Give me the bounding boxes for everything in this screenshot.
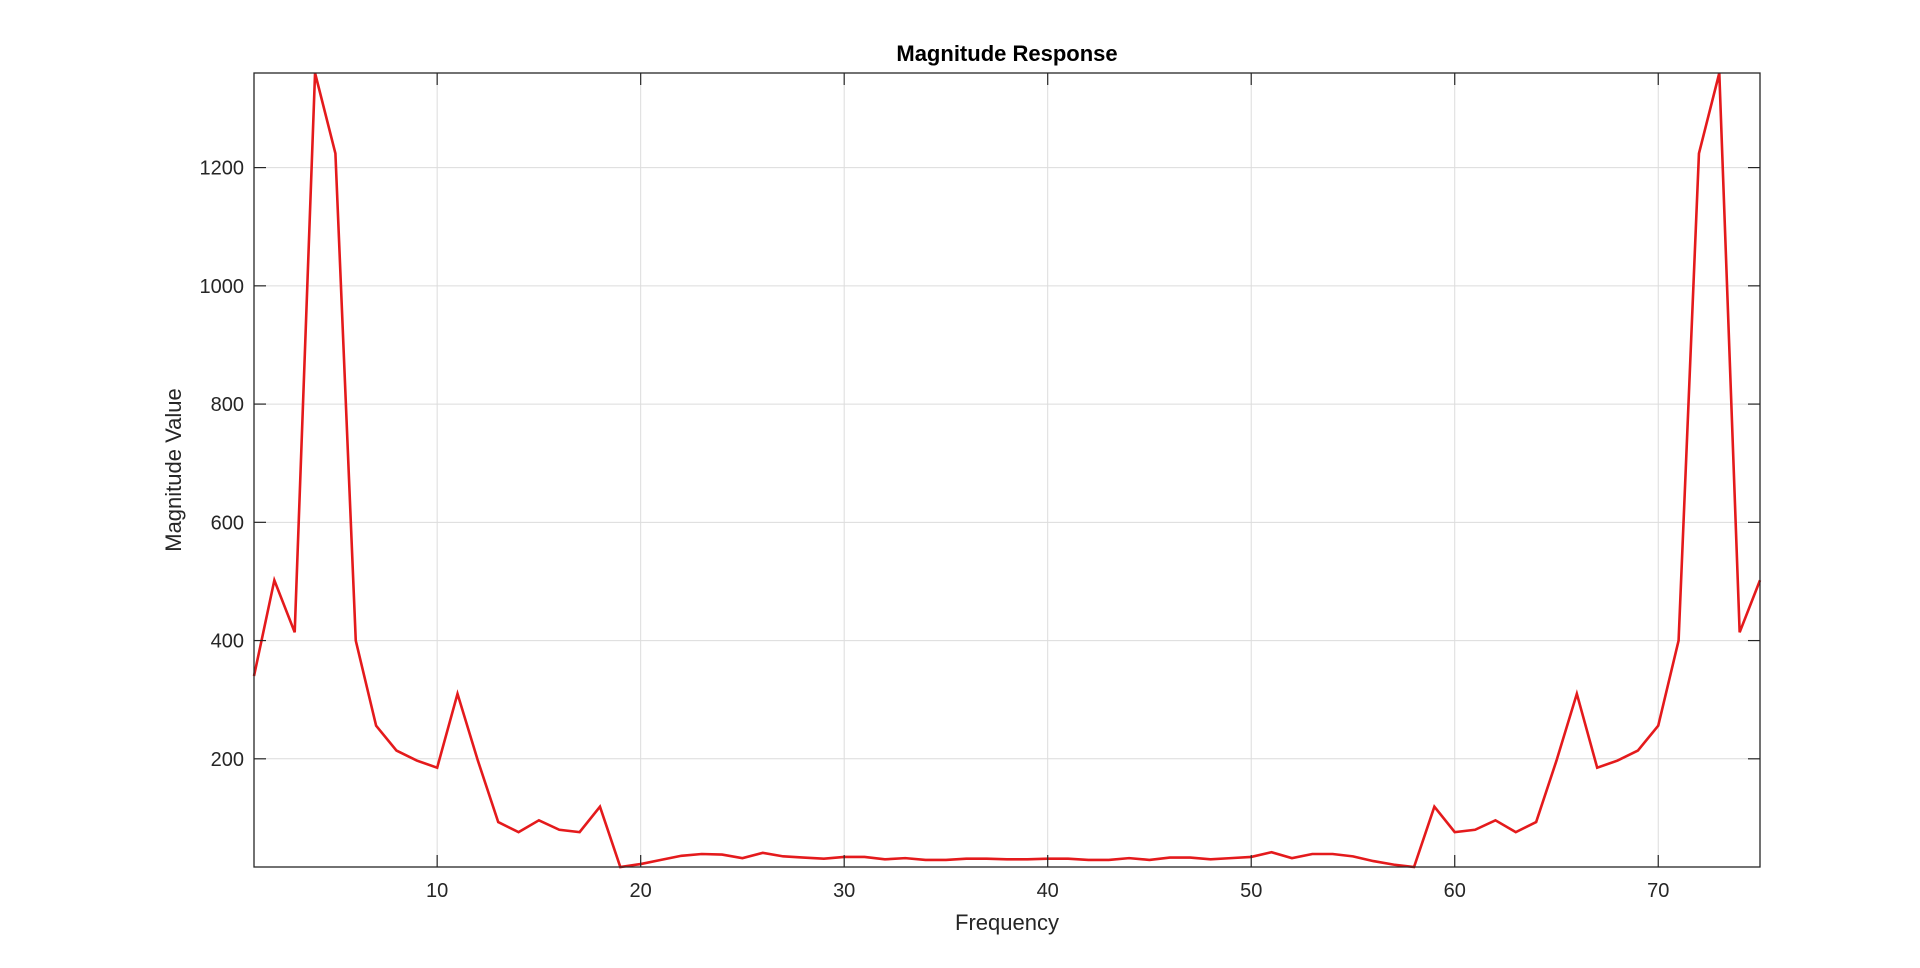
x-tick-label: 40	[1037, 880, 1059, 902]
y-tick-label: 400	[211, 631, 244, 653]
x-axis-label: Frequency	[955, 910, 1059, 935]
y-tick-label: 1000	[200, 276, 245, 298]
x-tick-label: 20	[630, 880, 652, 902]
plot-area	[254, 73, 1760, 867]
grid-lines	[254, 73, 1760, 867]
axes-box	[253, 72, 1761, 868]
chart-title: Magnitude Response	[896, 41, 1117, 66]
y-axis-label: Magnitude Value	[161, 388, 186, 552]
y-tick-label: 800	[211, 394, 244, 416]
x-tick-label: 50	[1240, 880, 1262, 902]
x-tick-label: 30	[833, 880, 855, 902]
y-tick-label: 1200	[200, 158, 245, 180]
magnitude-series-line	[252, 72, 1762, 869]
x-tick-label: 60	[1444, 880, 1466, 902]
x-tick-label: 70	[1647, 880, 1669, 902]
y-tick-label: 200	[211, 749, 244, 771]
y-tick-label: 600	[211, 512, 244, 534]
x-tick-label: 10	[426, 880, 448, 902]
series-layer	[252, 72, 1762, 869]
axis-ticks: 10 20 30 40 50 60 70 200 400 600 800 1000 1200	[200, 73, 1760, 902]
